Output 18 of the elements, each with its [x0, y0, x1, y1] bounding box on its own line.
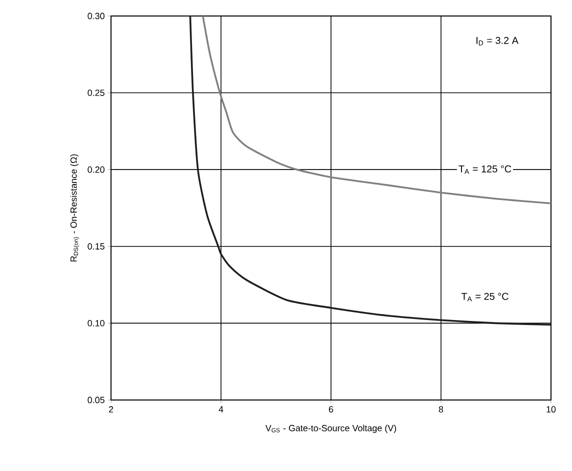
y-tick-label: 0.05 — [88, 396, 104, 404]
y-tick-label: 0.10 — [88, 320, 104, 326]
x-tick-label: 10 — [546, 406, 556, 413]
line-series — [189, 16, 551, 326]
x-axis-title: V$_{GS}$ - Gate-to-Source Voltage (V) — [265, 424, 396, 434]
x-tick-label: 2 — [108, 406, 114, 412]
y-tick-label: 0.20 — [88, 166, 104, 173]
x-tick-label: 6 — [328, 406, 334, 413]
x-tick-label: 4 — [218, 406, 224, 412]
y-tick-label: 0.15 — [88, 243, 104, 250]
line-series — [202, 16, 551, 204]
y-tick-label: 0.25 — [88, 90, 104, 96]
y-tick-label: 0.30 — [88, 12, 104, 20]
annotation: I$_{D}$ = 3.2 A — [476, 36, 518, 46]
y-axis-title: R$_{DS(on)}$ - On-Resistance (Ω) — [70, 154, 80, 262]
x-tick-label: 8 — [438, 406, 444, 413]
annotation: T$_{A}$ = 125 °C — [458, 165, 512, 174]
annotation: T$_{A}$ = 25 °C — [461, 292, 508, 302]
